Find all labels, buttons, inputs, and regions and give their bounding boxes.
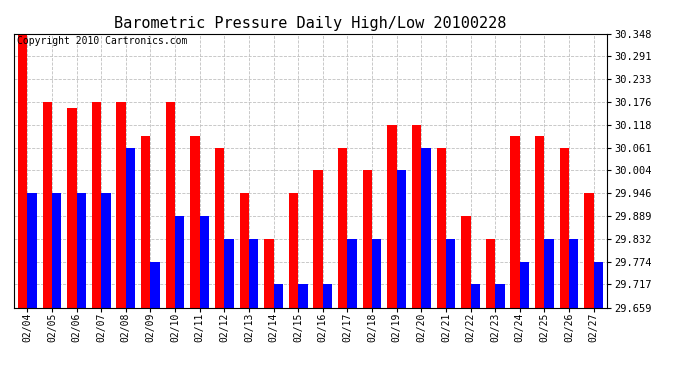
- Bar: [535, 136, 544, 308]
- Bar: [141, 136, 150, 308]
- Bar: [471, 285, 480, 308]
- Bar: [363, 170, 372, 308]
- Bar: [77, 194, 86, 308]
- Text: Copyright 2010 Cartronics.com: Copyright 2010 Cartronics.com: [17, 36, 187, 46]
- Bar: [264, 239, 273, 308]
- Bar: [520, 262, 529, 308]
- Bar: [289, 194, 298, 308]
- Bar: [101, 194, 110, 308]
- Bar: [117, 102, 126, 308]
- Bar: [190, 136, 199, 308]
- Bar: [175, 216, 184, 308]
- Bar: [348, 239, 357, 308]
- Bar: [446, 239, 455, 308]
- Bar: [92, 102, 101, 308]
- Bar: [569, 239, 578, 308]
- Bar: [323, 285, 332, 308]
- Bar: [495, 285, 504, 308]
- Bar: [52, 194, 61, 308]
- Bar: [67, 108, 77, 307]
- Bar: [372, 239, 382, 308]
- Bar: [387, 125, 397, 308]
- Bar: [126, 148, 135, 308]
- Bar: [239, 194, 249, 308]
- Bar: [437, 148, 446, 308]
- Bar: [166, 102, 175, 308]
- Bar: [511, 136, 520, 308]
- Bar: [584, 194, 593, 308]
- Bar: [224, 239, 234, 308]
- Bar: [486, 239, 495, 308]
- Bar: [313, 170, 323, 308]
- Bar: [412, 125, 422, 308]
- Bar: [422, 148, 431, 308]
- Bar: [397, 170, 406, 308]
- Bar: [273, 285, 283, 308]
- Bar: [18, 34, 28, 308]
- Bar: [150, 262, 160, 308]
- Bar: [28, 194, 37, 308]
- Bar: [338, 148, 348, 308]
- Bar: [199, 216, 209, 308]
- Bar: [593, 262, 603, 308]
- Bar: [544, 239, 554, 308]
- Bar: [43, 102, 52, 308]
- Bar: [560, 148, 569, 308]
- Title: Barometric Pressure Daily High/Low 20100228: Barometric Pressure Daily High/Low 20100…: [115, 16, 506, 31]
- Bar: [215, 148, 224, 308]
- Bar: [461, 216, 471, 308]
- Bar: [249, 239, 258, 308]
- Bar: [298, 285, 308, 308]
